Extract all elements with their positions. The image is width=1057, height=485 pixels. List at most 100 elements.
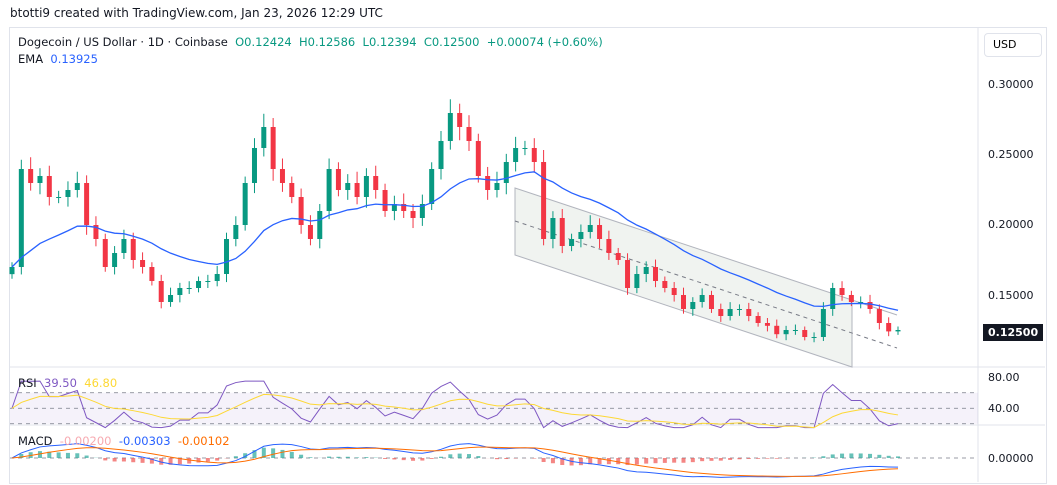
macd-histogram-bar xyxy=(765,458,770,459)
ohlc-close: C0.12500 xyxy=(423,35,480,49)
candle xyxy=(140,260,146,267)
ema-legend: EMA 0.13925 xyxy=(18,52,98,66)
candle xyxy=(84,183,90,225)
macd-histogram-bar xyxy=(75,453,80,458)
candle xyxy=(653,267,659,281)
candle xyxy=(848,295,854,302)
symbol-legend: Dogecoin / US Dollar · 1D · Coinbase O0.… xyxy=(18,35,603,49)
macd-histogram-bar xyxy=(392,458,397,460)
candle xyxy=(429,169,435,204)
candle xyxy=(550,218,556,239)
candle xyxy=(158,281,164,302)
candle xyxy=(895,330,901,332)
last-price-label: 0.12500 xyxy=(983,324,1044,341)
candle xyxy=(270,127,276,169)
rsi-value: 39.50 xyxy=(44,376,77,390)
macd-histogram-bar xyxy=(252,450,257,458)
ohlc-high: H0.12586 xyxy=(299,35,356,49)
candle xyxy=(764,323,770,326)
rsi-line xyxy=(11,380,899,429)
macd-histogram-bar xyxy=(858,453,863,458)
candle xyxy=(531,148,537,162)
candle xyxy=(46,176,52,197)
candle xyxy=(186,288,192,289)
macd-histogram-bar xyxy=(215,458,220,461)
channel-midline xyxy=(514,220,898,349)
macd-histogram-bar xyxy=(494,458,499,460)
currency-button[interactable]: USD xyxy=(984,33,1042,57)
candle xyxy=(569,239,575,246)
macd-label: MACD xyxy=(18,434,53,448)
candle xyxy=(466,127,472,141)
macd-histogram-bar xyxy=(383,458,388,459)
macd-histogram-bar xyxy=(233,456,238,458)
macd-histogram-bar xyxy=(578,458,583,466)
macd-histogram-bar xyxy=(821,456,826,458)
macd-histogram-bar xyxy=(420,458,425,461)
candle xyxy=(205,281,211,282)
chart-credit: btotti9 created with TradingView.com, Ja… xyxy=(10,6,383,20)
candle xyxy=(746,309,752,316)
ema-line xyxy=(11,171,899,311)
candle xyxy=(149,267,155,281)
macd-histogram-bar xyxy=(457,453,462,458)
macd-histogram-bar xyxy=(644,458,649,464)
macd-signal-value: -0.00102 xyxy=(177,434,230,448)
candle xyxy=(335,169,341,190)
macd-histogram-bar xyxy=(271,448,276,458)
macd-histogram-bar xyxy=(541,458,546,463)
macd-histogram-bar xyxy=(187,458,192,464)
macd-histogram-bar xyxy=(65,452,70,458)
macd-histogram-bar xyxy=(476,456,481,458)
rsi-tick: 80.00 xyxy=(988,371,1020,384)
macd-histogram-bar xyxy=(588,458,593,465)
macd-histogram-bar xyxy=(439,456,444,458)
candle xyxy=(820,309,826,337)
macd-histogram-bar xyxy=(47,451,52,458)
candle xyxy=(774,325,780,335)
candle xyxy=(503,162,509,183)
macd-histogram-bar xyxy=(280,449,285,458)
macd-histogram-bar xyxy=(746,458,751,459)
candle xyxy=(391,204,397,211)
price-tick: 0.25000 xyxy=(988,148,1034,161)
candle xyxy=(634,274,640,288)
ema-value: 0.13925 xyxy=(50,52,98,66)
macd-line xyxy=(11,443,899,478)
macd-histogram-bar xyxy=(737,458,742,460)
candle xyxy=(298,197,304,225)
candle xyxy=(736,309,742,310)
candle xyxy=(615,253,621,260)
candle xyxy=(102,239,108,267)
candle xyxy=(382,190,388,211)
ohlc-change: +0.00074 (+0.60%) xyxy=(486,35,603,49)
macd-histogram-bar xyxy=(896,456,900,458)
candle xyxy=(680,295,686,309)
candle xyxy=(783,330,789,335)
macd-histogram-bar xyxy=(560,458,565,465)
candle xyxy=(74,183,80,190)
macd-histogram-bar xyxy=(700,458,705,462)
candle xyxy=(886,323,892,332)
macd-histogram-bar xyxy=(606,458,611,465)
price-tick: 0.20000 xyxy=(988,218,1034,231)
macd-histogram-bar xyxy=(299,454,304,458)
candle xyxy=(56,197,62,198)
rsi-legend: RSI 39.50 46.80 xyxy=(18,376,117,390)
candle xyxy=(279,169,285,183)
candle xyxy=(401,204,407,211)
candle xyxy=(643,267,649,274)
macd-histogram-bar xyxy=(196,458,201,463)
candle xyxy=(541,162,547,239)
candle xyxy=(242,183,248,225)
macd-histogram-bar xyxy=(448,454,453,458)
macd-histogram-bar xyxy=(149,458,154,464)
macd-histogram-bar xyxy=(625,458,630,466)
macd-histogram-bar xyxy=(131,458,136,463)
macd-histogram-bar xyxy=(401,458,406,461)
macd-histogram-bar xyxy=(840,453,845,458)
candle xyxy=(345,183,351,190)
macd-histogram-bar xyxy=(159,458,164,465)
ohlc-open: O0.12424 xyxy=(235,35,292,49)
